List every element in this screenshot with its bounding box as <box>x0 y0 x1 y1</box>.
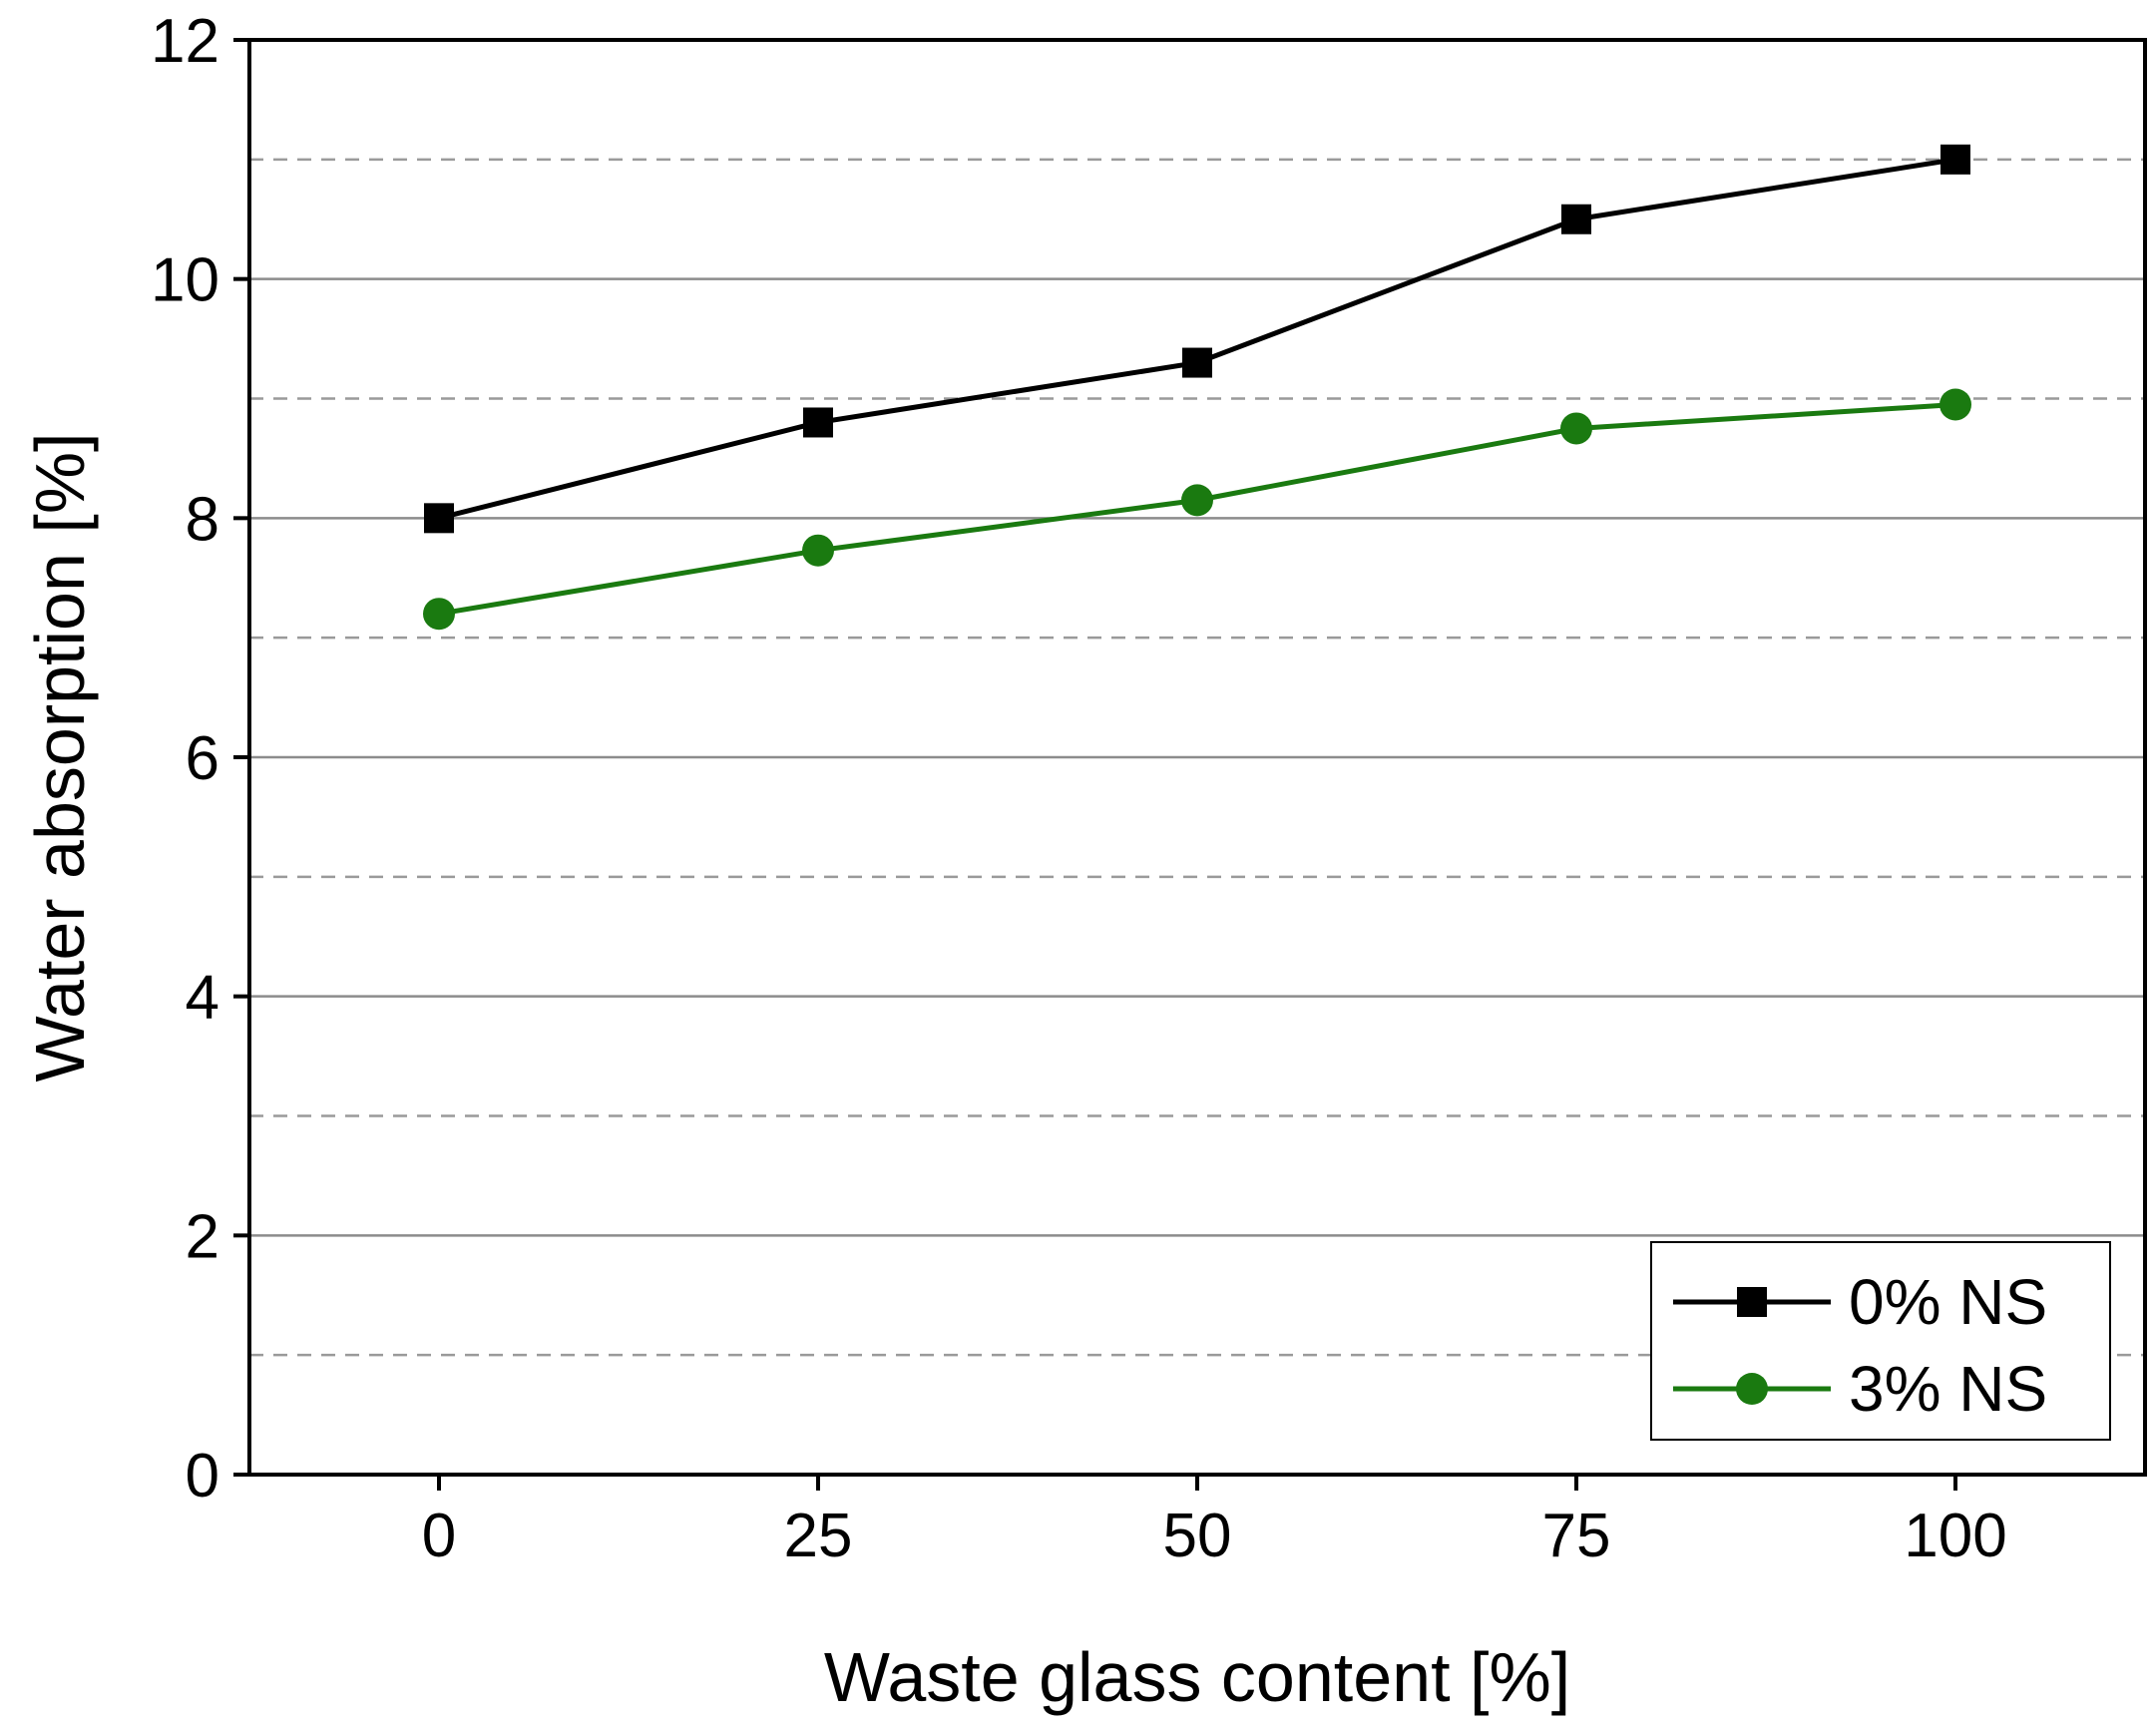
y-tick-label: 4 <box>186 964 219 1033</box>
x-axis-title: Waste glass content [%] <box>824 1638 1570 1716</box>
data-point <box>1940 388 1971 421</box>
legend: 0% NS 3% NS <box>1650 1241 2111 1441</box>
x-tick-label: 100 <box>1904 1502 2006 1570</box>
x-tick-label: 75 <box>1542 1502 1611 1570</box>
data-series <box>423 144 1971 631</box>
data-point <box>1560 412 1592 445</box>
axis-ticks: 0 2 4 6 8 10 12 0 25 50 75 100 <box>151 7 2007 1570</box>
grid-lines <box>249 158 2145 1357</box>
x-tick-label: 0 <box>422 1502 456 1570</box>
data-point <box>1561 204 1591 234</box>
legend-label: 0% NS <box>1849 1266 2047 1338</box>
data-point <box>423 598 455 631</box>
series-3-ns <box>423 388 1971 631</box>
legend-marker <box>1737 1287 1767 1317</box>
y-tick-label: 0 <box>186 1442 219 1511</box>
legend-box <box>1650 1241 2111 1441</box>
x-tick-label: 25 <box>784 1502 853 1570</box>
data-point <box>1182 347 1212 378</box>
data-point <box>1940 144 1970 175</box>
series-0-ns <box>424 144 1970 534</box>
legend-marker <box>1736 1373 1768 1405</box>
y-tick-label: 6 <box>186 724 219 793</box>
y-axis-title: Water absorption [%] <box>21 432 99 1081</box>
data-point <box>1181 484 1213 517</box>
y-tick-label: 10 <box>151 246 219 315</box>
x-tick-label: 50 <box>1163 1502 1232 1570</box>
y-tick-label: 2 <box>186 1202 219 1271</box>
legend-label: 3% NS <box>1849 1353 2047 1425</box>
data-point <box>802 534 834 567</box>
y-tick-label: 12 <box>151 7 219 76</box>
y-tick-label: 8 <box>186 485 219 554</box>
data-point <box>803 407 833 438</box>
data-point <box>424 503 454 534</box>
